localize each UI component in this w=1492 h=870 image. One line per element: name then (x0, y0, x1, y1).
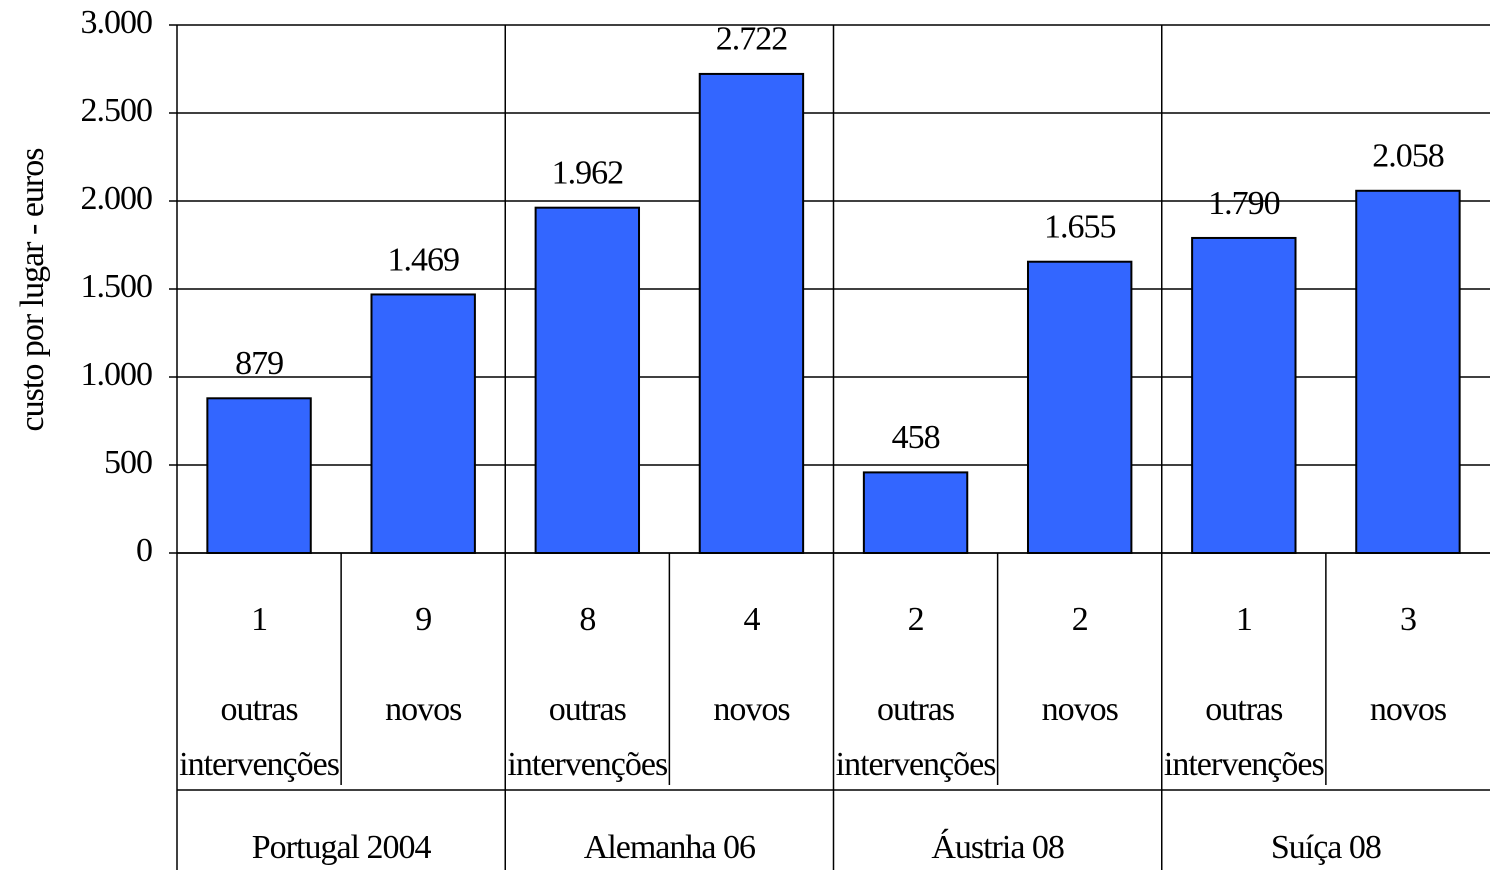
y-tick-label: 2.000 (81, 180, 153, 217)
group-label: Alemanha 06 (584, 829, 755, 866)
bar (1191, 236, 1297, 555)
y-tick-label: 2.500 (81, 92, 153, 129)
y-tick-label: 1.000 (81, 356, 153, 393)
x-subcategory-label: novos (1042, 691, 1118, 728)
value-label: 2.722 (716, 21, 788, 58)
x-subcategory-label: outras intervenções (179, 691, 339, 783)
x-tick-label: 9 (415, 601, 431, 638)
bar (370, 293, 476, 554)
bar (1355, 189, 1461, 555)
x-subcategory-label: novos (1370, 691, 1446, 728)
x-tick-label: 2 (1072, 601, 1088, 638)
bar (862, 471, 969, 554)
x-tick-label: 4 (743, 601, 760, 638)
x-tick-label: 3 (1400, 601, 1416, 638)
bar (698, 72, 805, 554)
value-label: 879 (235, 345, 283, 382)
y-tick-label: 0 (136, 532, 152, 569)
group-label: Portugal 2004 (252, 829, 432, 866)
x-tick-label: 1 (251, 601, 267, 638)
x-subcategory-label: novos (385, 691, 461, 728)
x-tick-label: 8 (579, 601, 595, 638)
bar (206, 397, 312, 554)
value-label: 1.962 (552, 154, 624, 191)
value-label: 458 (892, 419, 940, 456)
x-subcategory-label: outras intervenções (836, 691, 996, 783)
x-tick-label: 2 (908, 601, 924, 638)
bar (1026, 260, 1133, 554)
bar (534, 206, 641, 555)
x-subcategory-label: outras intervenções (507, 691, 667, 783)
y-tick-label: 3.000 (81, 4, 153, 41)
y-tick-label: 500 (104, 444, 152, 481)
x-tick-label: 1 (1236, 601, 1252, 638)
group-label: Suíça 08 (1271, 829, 1381, 866)
group-label: Áustria 08 (931, 829, 1064, 866)
x-subcategory-label: outras intervenções (1164, 691, 1324, 783)
y-tick-label: 1.500 (81, 268, 153, 305)
value-label: 1.790 (1208, 185, 1280, 222)
y-axis-label: custo por lugar - euros (14, 149, 51, 432)
value-label: 1.469 (387, 241, 459, 278)
x-subcategory-label: novos (713, 691, 789, 728)
value-label: 1.655 (1044, 209, 1116, 246)
value-label: 2.058 (1372, 138, 1444, 175)
